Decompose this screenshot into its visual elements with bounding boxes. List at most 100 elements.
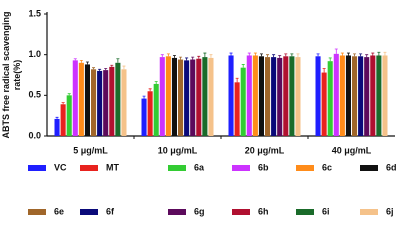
bar: [72, 60, 78, 136]
error-bar: [284, 53, 288, 57]
bar: [54, 118, 60, 136]
legend-swatch: [232, 165, 250, 171]
bar: [60, 104, 66, 136]
bar: [382, 55, 388, 137]
error-bar: [197, 55, 201, 59]
error-bar: [346, 52, 350, 56]
legend-swatch: [80, 165, 98, 171]
bar: [184, 60, 190, 136]
bar: [258, 56, 264, 136]
legend-swatch: [168, 209, 186, 215]
error-bar: [179, 56, 183, 60]
bar: [277, 57, 283, 136]
legend-label: 6e: [54, 206, 64, 216]
error-bar: [316, 53, 320, 57]
bar: [234, 82, 240, 136]
error-bar: [322, 68, 326, 73]
bar: [84, 64, 90, 136]
x-tick-label: 10 μg/mL: [158, 145, 198, 155]
error-bar: [383, 51, 387, 56]
legend-swatch: [296, 165, 314, 171]
bar: [252, 55, 258, 137]
error-bar: [142, 95, 146, 99]
bar: [165, 56, 171, 136]
bar: [109, 66, 115, 136]
error-bar: [209, 54, 213, 58]
error-bar: [203, 52, 207, 58]
bar: [202, 57, 208, 136]
bar: [289, 56, 295, 136]
error-bar: [73, 58, 77, 61]
legend-swatch: [360, 209, 378, 215]
error-bar: [116, 58, 120, 63]
legend-swatch: [28, 209, 46, 215]
bar: [115, 62, 121, 136]
bar: [78, 62, 84, 136]
error-bar: [353, 53, 357, 57]
legend-swatch: [232, 209, 250, 215]
bar: [246, 55, 252, 137]
error-bar: [160, 54, 164, 58]
bar: [159, 57, 165, 136]
legend-label: 6f: [106, 206, 115, 216]
bar: [364, 57, 370, 136]
error-bar: [85, 61, 89, 65]
y-tick-label: 0.0: [28, 130, 41, 140]
bar: [208, 57, 214, 136]
legend-swatch: [80, 209, 98, 215]
error-bar: [61, 102, 65, 105]
chart: ABTS free radical scavengingrate(%) 0.0 0…: [1, 8, 397, 216]
error-bar: [67, 93, 71, 96]
bar: [228, 55, 234, 137]
bar: [121, 69, 127, 136]
bar: [178, 59, 184, 137]
legend-swatch: [28, 165, 46, 171]
bar: [321, 72, 327, 136]
error-bar: [185, 57, 189, 61]
y-tick-label: 0.5: [28, 90, 41, 100]
error-bar: [172, 55, 176, 58]
legend-label: VC: [54, 162, 67, 172]
legend-swatch: [296, 209, 314, 215]
error-bar: [148, 88, 152, 92]
bar: [147, 91, 153, 136]
bar: [327, 61, 333, 136]
error-bar: [290, 53, 294, 57]
error-bar: [359, 53, 363, 57]
bar: [352, 56, 358, 136]
legend-swatch: [168, 165, 186, 171]
bar: [91, 69, 97, 136]
legend-label: 6i: [322, 206, 330, 216]
bar: [283, 56, 289, 136]
error-bar: [259, 53, 263, 57]
bar: [315, 56, 321, 136]
legend-label: 6d: [386, 162, 397, 172]
bar: [345, 55, 351, 137]
bar: [97, 70, 103, 136]
error-bar: [110, 64, 114, 67]
error-bar: [92, 67, 96, 70]
y-axis-label: ABTS free radical scavengingrate(%): [1, 11, 22, 138]
legend-label: MT: [106, 162, 119, 172]
error-bar: [154, 81, 158, 84]
error-bar: [166, 53, 170, 57]
x-tick-label: 40 μg/mL: [332, 145, 372, 155]
bar: [240, 67, 246, 136]
error-bar: [122, 65, 126, 70]
legend-label: 6g: [194, 206, 205, 216]
bar: [295, 57, 301, 136]
bar: [141, 98, 147, 136]
error-bar: [377, 51, 381, 56]
error-bar: [365, 54, 369, 58]
error-bar: [253, 52, 257, 56]
error-bar: [241, 64, 245, 68]
error-bar: [235, 77, 239, 83]
bar: [333, 53, 339, 136]
error-bar: [98, 68, 102, 71]
error-bar: [296, 53, 300, 58]
error-bar: [79, 59, 83, 63]
error-bar: [328, 57, 332, 62]
error-bar: [272, 54, 276, 58]
bar: [265, 57, 271, 136]
bar: [66, 95, 72, 136]
